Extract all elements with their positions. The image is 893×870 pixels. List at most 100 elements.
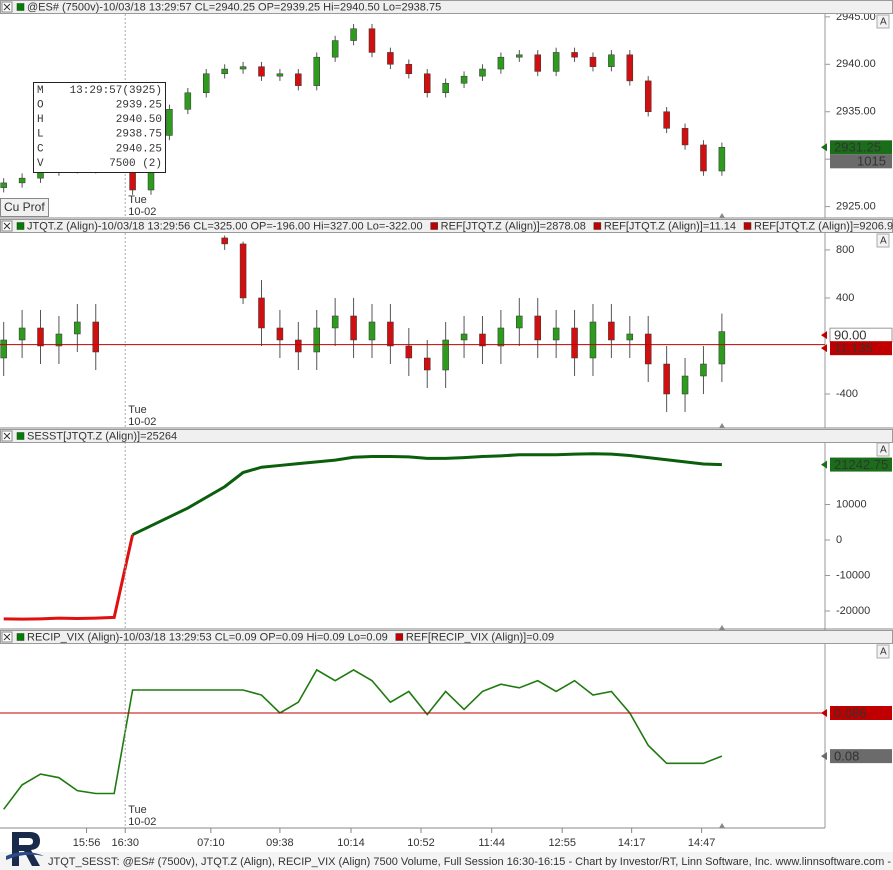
legend-swatch (593, 222, 602, 230)
candle-body (534, 315, 541, 341)
legend-swatch (16, 222, 25, 230)
candle-body (276, 327, 284, 341)
data-window-value: 2939.25 (116, 100, 162, 112)
candle-body (552, 52, 560, 72)
close-icon (3, 633, 11, 641)
value-arrow (821, 143, 827, 152)
data-window-key: V (37, 158, 44, 170)
y-tick-label: -20000 (836, 605, 870, 617)
candle-body (387, 321, 394, 347)
data-window-value: 2938.75 (116, 129, 162, 141)
candle-body (644, 80, 652, 112)
data-window-value: 7500 (2) (109, 158, 162, 170)
x-tick-label: 11:44 (478, 837, 505, 849)
candle-body (626, 54, 634, 82)
value-box (830, 140, 892, 155)
candle-body (55, 333, 63, 347)
data-window-value: 2940.25 (116, 143, 162, 155)
value-box-label: 0.08 (834, 749, 859, 764)
plot-area (0, 235, 726, 413)
y-tick-label: 2940.00 (836, 58, 876, 70)
candle-body (0, 182, 7, 188)
candle-body (166, 109, 173, 136)
value-box-label: 90.00 (834, 328, 867, 343)
candle-body (718, 147, 726, 172)
session-label: 10-02 (128, 206, 156, 218)
candle-body (184, 92, 192, 110)
candle-body (221, 68, 228, 75)
value-box-label: 2931.25 (834, 140, 881, 155)
legend-swatch (743, 222, 752, 230)
candle-body (74, 321, 81, 335)
candle-body (387, 52, 394, 65)
candle-body (239, 243, 247, 299)
candle-body (258, 66, 265, 77)
candle-body (497, 327, 505, 347)
candle-body (442, 339, 449, 371)
y-tick-label: 400 (836, 292, 854, 304)
line-series (131, 452, 722, 537)
plot-area (3, 452, 722, 621)
candle-body (423, 357, 431, 371)
logo-swoosh (6, 852, 44, 860)
scroll-marker (719, 213, 725, 218)
autoscale-button[interactable] (876, 14, 890, 29)
session-label: 10-02 (128, 416, 156, 428)
candle-body (479, 333, 486, 347)
autoscale-button[interactable] (876, 644, 890, 659)
candle-body (589, 321, 597, 359)
candle-body (18, 327, 26, 341)
value-box (830, 749, 892, 764)
legend-label: REF[RECIP_VIX (Align)]=0.09 (406, 631, 554, 643)
candle-body (313, 327, 320, 353)
value-arrow (821, 344, 827, 353)
candle-body (460, 75, 468, 84)
candle-body (700, 363, 707, 377)
data-window-key: O (37, 100, 44, 112)
candle-body (313, 56, 320, 86)
session-label: Tue (128, 404, 147, 416)
x-tick-label: 07:10 (197, 837, 225, 849)
y-tick-label: 2925.00 (836, 201, 876, 213)
autoscale-label: A (880, 647, 887, 658)
candle-body (18, 177, 26, 184)
candle-body (239, 66, 247, 70)
candle-body (331, 40, 339, 58)
x-tick-label: 09:38 (266, 837, 294, 849)
candle-body (497, 56, 505, 70)
candle-body (460, 333, 468, 341)
plot-area (0, 23, 726, 195)
data-window-key: L (37, 129, 44, 141)
y-tick-label: 10000 (836, 498, 867, 510)
legend-label: REF[JTQT.Z (Align)]=9206.9 (754, 220, 893, 232)
x-tick-label: 14:17 (618, 837, 646, 849)
legend-swatch (430, 222, 438, 230)
x-tick-label: 14:47 (688, 837, 716, 849)
candle-body (0, 339, 7, 359)
profile-button[interactable] (0, 198, 49, 217)
pane: Tue10-022925.002930.002935.002940.002945… (0, 0, 893, 218)
y-tick-label: -10000 (836, 569, 870, 581)
value-box (830, 341, 892, 356)
candle-body (368, 28, 376, 53)
autoscale-button[interactable] (876, 233, 890, 248)
legend-label: @ES# (7500v)-10/03/18 13:29:57 CL=2940.2… (27, 1, 441, 13)
scroll-marker (719, 423, 725, 428)
y-tick-label: 0 (836, 534, 842, 546)
autoscale-label: A (880, 236, 887, 247)
candle-body (221, 237, 228, 245)
value-arrow (821, 709, 827, 717)
plot-area (3, 668, 723, 810)
footer-bar (0, 852, 893, 870)
candle-body (571, 52, 578, 58)
footer-text: JTQT_SESST: @ES# (7500v), JTQT.Z (Align)… (48, 856, 893, 868)
data-window-key: M (37, 85, 44, 97)
legend-label: REF[JTQT.Z (Align)]=2878.08 (441, 220, 586, 232)
x-tick-label: 10:14 (337, 837, 365, 849)
candle-body (203, 73, 210, 94)
value-arrow (821, 460, 827, 469)
value-box (830, 457, 892, 472)
y-tick-label: 2935.00 (836, 106, 876, 118)
